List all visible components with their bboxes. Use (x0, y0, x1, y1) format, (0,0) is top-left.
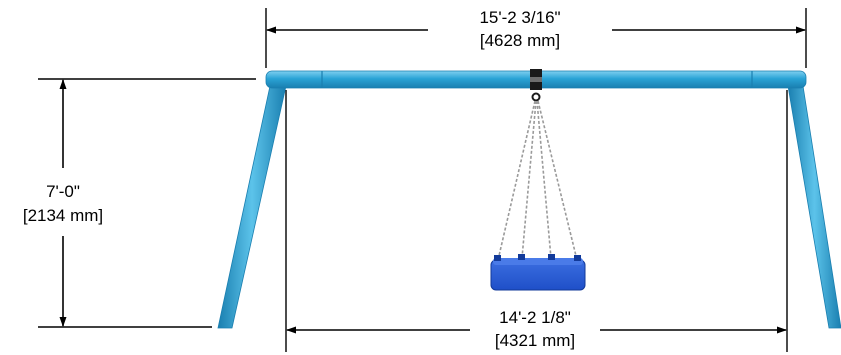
swing-frame (217, 69, 841, 329)
overall-width-dimension: 15'-2 3/16" [4628 mm] (265, 8, 807, 68)
seat-clip-center-right (548, 254, 555, 260)
leg-span-imperial: 14'-2 1/8" (499, 308, 571, 327)
seat-top-rim (493, 258, 583, 265)
overall-width-metric: [4628 mm] (480, 31, 560, 50)
swing-chains (497, 100, 578, 261)
chain-right-outer (537, 100, 578, 261)
leg-span-metric: [4321 mm] (495, 331, 575, 350)
chain-left-outer (497, 100, 536, 261)
height-dimension: 7'-0" [2134 mm] (23, 78, 256, 328)
left-leg (217, 85, 287, 329)
height-metric: [2134 mm] (23, 206, 103, 225)
leg-span-dimension: 14'-2 1/8" [4321 mm] (285, 90, 788, 352)
chain-right-inner (536, 100, 552, 259)
seat-clip-left (494, 255, 501, 261)
seat-clip-center-left (518, 254, 525, 260)
tire-swing-seat (490, 254, 586, 291)
overall-width-imperial: 15'-2 3/16" (479, 8, 560, 27)
chain-left-inner (521, 100, 537, 259)
swing-hook (531, 92, 541, 102)
seat-clip-right (574, 255, 581, 261)
height-imperial: 7'-0" (46, 182, 80, 201)
bracket-band (530, 77, 542, 82)
right-leg (787, 85, 841, 329)
